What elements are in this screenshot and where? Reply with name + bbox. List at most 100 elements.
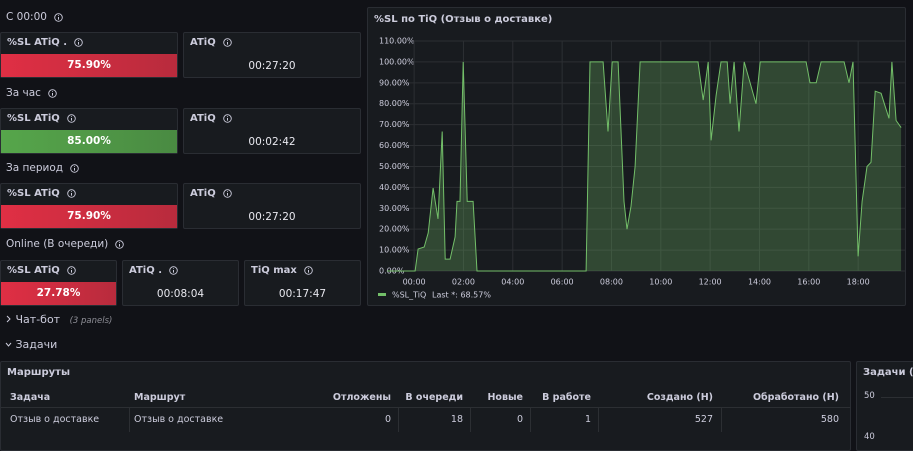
row-header[interactable]: Чат-бот (3 panels): [6, 313, 112, 326]
chart: %SL по TiQ (Отзыв о доставке) 0.00%10.00…: [374, 14, 905, 300]
legend-label: %SL_TiQ: [392, 291, 426, 300]
stat-panel: %SL ATiQ 75.90%: [0, 183, 178, 229]
x-tick-label: 16:00: [797, 278, 820, 287]
info-icon[interactable]: [54, 12, 63, 22]
stat-panel: TiQ max 00:17:47: [244, 260, 361, 306]
stat-panel: %SL ATiQ 85.00%: [0, 108, 178, 154]
table-cell: 0: [384, 414, 391, 425]
panel-title: %SL ATiQ: [7, 265, 76, 276]
stat-title: %SL ATiQ .: [7, 37, 68, 48]
panel-title: ATiQ: [190, 188, 232, 199]
panel-title: ATiQ: [190, 113, 232, 124]
stat-value: 00:02:42: [248, 136, 296, 148]
table-cell: 1: [584, 414, 591, 425]
info-icon[interactable]: [222, 188, 232, 198]
stat-title: ATiQ: [190, 188, 216, 199]
section-label: За период: [6, 162, 64, 174]
panel-title: TiQ max: [251, 265, 313, 276]
x-tick-label: 08:00: [600, 278, 623, 287]
stat-panel: %SL ATiQ . 75.90%: [0, 32, 178, 78]
series-line: [387, 61, 902, 272]
section-label: С 00:00: [6, 11, 47, 23]
info-icon[interactable]: [222, 113, 232, 123]
x-tick-label: 14:00: [748, 278, 771, 287]
info-icon[interactable]: [48, 88, 57, 98]
column-header: Отложены: [332, 392, 391, 403]
y-tick-label: 80.00%: [379, 99, 410, 108]
section-title: С 00:00: [6, 11, 63, 23]
section-title: Online (В очереди): [6, 238, 124, 250]
stat-title: %SL ATiQ: [7, 265, 60, 276]
x-tick-label: 10:00: [649, 278, 672, 287]
y-tick-label: 10.00%: [379, 246, 410, 255]
stat-panel: ATiQ . 00:08:04: [122, 260, 239, 306]
x-tick-label: 02:00: [452, 278, 475, 287]
stat-title: ATiQ .: [129, 265, 162, 276]
stat-value: 00:08:04: [156, 288, 205, 300]
y-tick-label: 70.00%: [379, 120, 410, 129]
divider: [470, 408, 471, 432]
panel-title: Задачи (От: [863, 367, 913, 378]
table-cell: 0: [516, 414, 523, 425]
section-title: За период: [6, 162, 79, 174]
stat-value: 00:27:20: [248, 60, 296, 72]
info-icon[interactable]: [115, 239, 124, 249]
stat-panel: ATiQ 00:02:42: [183, 108, 361, 154]
stat-bar: 75.90%: [1, 205, 177, 228]
info-icon[interactable]: [304, 265, 313, 275]
divider: [530, 408, 531, 432]
stat-value: 75.90%: [67, 210, 111, 222]
stat-title: ATiQ: [190, 113, 216, 124]
info-icon[interactable]: [70, 163, 79, 173]
info-icon[interactable]: [74, 37, 83, 47]
stat-panel: ATiQ 00:27:20: [183, 32, 361, 78]
grid-line: [881, 397, 913, 398]
stat-panel: ATiQ 00:27:20: [183, 183, 361, 229]
stat-value: 85.00%: [67, 135, 111, 147]
series-area: [387, 61, 902, 272]
column-header: Обработано (Н): [752, 392, 839, 403]
table-cell: 580: [820, 414, 839, 425]
y-tick-label: 60.00%: [379, 141, 410, 150]
legend-stat: Last *: 68.57%: [432, 291, 491, 300]
stat-title: %SL ATiQ: [7, 113, 60, 124]
axis-label: 40: [864, 432, 875, 442]
table-cell: 527: [694, 414, 713, 425]
row-header[interactable]: Задачи: [5, 338, 57, 351]
y-tick-label: 20.00%: [379, 225, 410, 234]
side-panel: Задачи (От 50 40: [856, 361, 913, 451]
stat-bar: 85.00%: [1, 130, 177, 153]
y-tick-label: 110.00%: [379, 37, 415, 46]
row-note: (3 panels): [69, 316, 113, 326]
stat-bar: 75.90%: [1, 54, 177, 77]
chevron: [6, 315, 11, 323]
stat-value: 27.78%: [36, 287, 81, 299]
info-icon[interactable]: [67, 113, 76, 123]
column-header: В работе: [542, 392, 591, 403]
row-title: Чат-бот: [15, 313, 61, 326]
column-header: Маршрут: [134, 392, 186, 403]
panel-title: %SL ATiQ: [7, 113, 76, 124]
info-icon[interactable]: [169, 265, 178, 275]
divider: [598, 408, 599, 432]
section-title: За час: [6, 87, 57, 99]
stat-title: %SL ATiQ: [7, 188, 60, 199]
y-tick-label: 50.00%: [379, 162, 410, 171]
panel-title: %SL ATiQ: [7, 188, 76, 199]
info-icon[interactable]: [67, 265, 76, 275]
panel-title: Маршруты: [7, 367, 70, 378]
x-tick-label: 18:00: [847, 278, 870, 287]
stat-title: TiQ max: [251, 265, 297, 276]
info-icon[interactable]: [67, 188, 76, 198]
divider: [1, 407, 851, 408]
table-cell: 18: [450, 414, 463, 425]
x-tick-label: 12:00: [699, 278, 722, 287]
y-tick-label: 40.00%: [379, 183, 410, 192]
panel-title: ATiQ: [190, 37, 232, 48]
x-tick-label: 06:00: [551, 278, 574, 287]
section-label: Online (В очереди): [6, 238, 109, 250]
info-icon[interactable]: [222, 37, 232, 47]
chevron: [5, 342, 12, 347]
row-title: Задачи: [15, 338, 58, 351]
stat-title: ATiQ: [190, 37, 216, 48]
